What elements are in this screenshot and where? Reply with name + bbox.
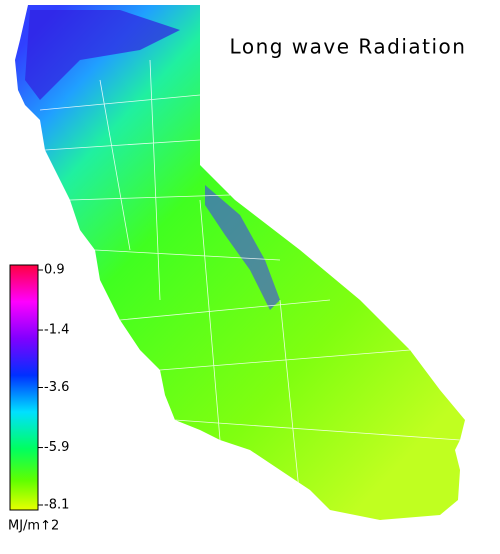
colorbar-tick-label: -3.6 (44, 380, 69, 395)
colorbar-tick-label: -5.9 (44, 440, 69, 455)
map-title: Long wave Radiation (230, 35, 467, 59)
colorbar (9, 264, 39, 511)
california-map (15, 5, 465, 520)
colorbar-tick-label: -1.4 (44, 323, 69, 338)
colorbar-unit: MJ/m↑2 (8, 519, 59, 534)
colorbar-tick-label: 0.9 (44, 263, 65, 278)
colorbar-tick-label: -8.1 (44, 498, 69, 513)
colorbar-ticks: 0.9 -1.4 -3.6 -5.9 -8.1 (38, 263, 69, 513)
